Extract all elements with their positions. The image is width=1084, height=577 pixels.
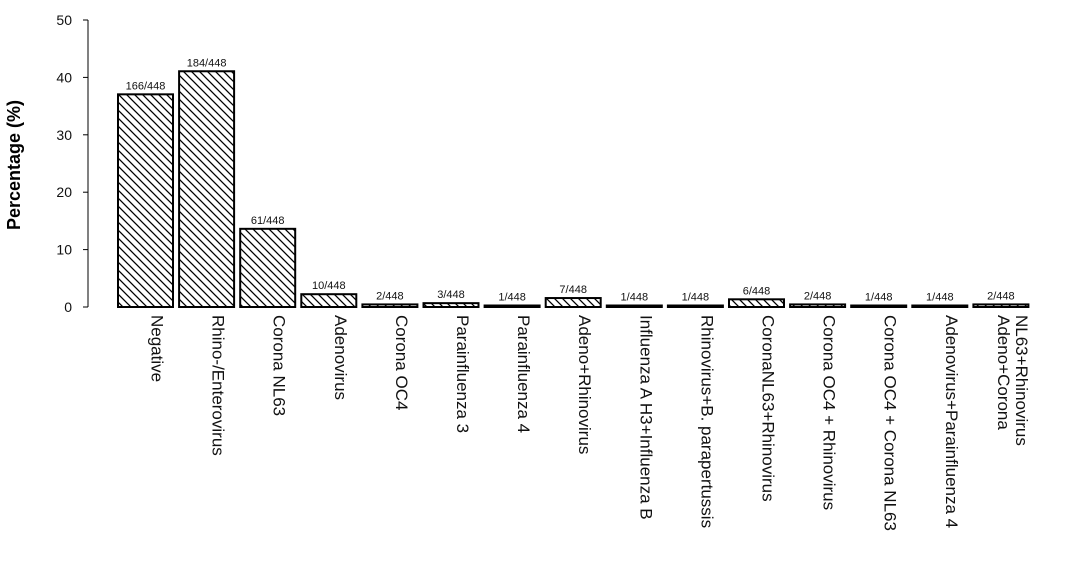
data-label: 184/448 [187,57,227,69]
data-label: 3/448 [437,289,465,301]
bar-11 [728,298,785,309]
data-label: 1/448 [865,292,893,304]
x-category-label: Parainfluenza 3 [453,315,472,433]
data-label: 2/448 [376,290,404,302]
x-tick-label: Adeno+Rhinovirus [575,315,594,454]
bars [117,70,1030,309]
x-tick-label: Adeno+Corona [994,315,1013,430]
data-label: 10/448 [312,280,346,292]
x-category-label: Adenovirus+Parainfluenza 4 [942,315,961,528]
x-tick-label: Rhinovirus+B. parapertussis [697,315,716,528]
data-labels: 166/448 184/448 61/448 10/448 2/448 3/448 1/44… [126,57,1015,303]
x-category-label: Adeno+Corona NL63+Rhinovirus [994,315,1031,446]
x-category-label: Adeno+Rhinovirus [575,315,594,454]
x-tick-label: Parainfluenza 3 [453,315,472,433]
y-tick-label: 40 [56,69,72,85]
bar-7 [483,304,541,308]
x-category-label: Corona NL63 [270,315,289,416]
bar-14 [911,304,969,308]
x-tick-label: CoronaNL63+Rhinovirus [759,315,778,502]
x-category-label: Rhino-/Enterovirus [209,315,228,456]
x-tick-label: Influenza A H3+Influenza B [636,315,655,520]
x-tick-label: Adenovirus+Parainfluenza 4 [942,315,961,528]
y-tick-label: 50 [56,12,72,28]
data-label: 1/448 [926,292,954,304]
x-tick-label: NL63+Rhinovirus [1012,315,1031,446]
x-tick-label: Corona OC4 + Corona NL63 [881,315,900,531]
data-label: 2/448 [804,290,832,302]
bar-10 [666,304,724,308]
y-axis-title: Percentage (%) [4,100,24,230]
bar-9 [605,304,663,308]
x-tick-label: Parainfluenza 4 [514,315,533,433]
x-tick-label: Rhino-/Enterovirus [209,315,228,456]
y-axis: 0 10 20 30 40 50 [56,12,89,315]
bar-13 [850,304,908,308]
data-label: 61/448 [251,215,285,227]
x-category-label: Corona OC4 + Corona NL63 [881,315,900,531]
y-tick-label: 10 [56,242,72,258]
x-category-label: Parainfluenza 4 [514,315,533,433]
x-category-label: Negative [148,315,167,382]
x-tick-label: Negative [148,315,167,382]
y-tick-label: 0 [64,299,72,315]
bar-8 [544,297,602,308]
bar-6 [422,302,480,309]
bar-12 [789,303,847,308]
bar-5 [361,303,419,308]
x-tick-label: Corona NL63 [270,315,289,416]
data-label: 7/448 [559,284,587,296]
data-label: 166/448 [126,80,166,92]
data-label: 6/448 [743,285,771,297]
x-category-label: Rhinovirus+B. parapertussis [697,315,716,528]
bar-3 [239,227,297,308]
bar-2 [178,70,236,309]
x-tick-label: Adenovirus [331,315,350,400]
data-label: 1/448 [621,292,649,304]
bar-15 [972,303,1030,308]
x-tick-label: Corona OC4 [392,315,411,410]
y-tick-label: 20 [56,184,72,200]
y-tick-label: 30 [56,127,72,143]
bar-4 [300,293,358,308]
data-label: 1/448 [498,292,526,304]
x-category-label: Influenza A H3+Influenza B [636,315,655,520]
x-category-label: Corona OC4 [392,315,411,410]
x-category-label: Corona OC4 + Rhinovirus [820,315,839,510]
data-label: 2/448 [987,290,1015,302]
x-axis-labels: Negative Rhino-/Enterovirus Corona NL63 Ade… [148,315,1031,531]
x-category-label: Adenovirus [331,315,350,400]
bar-1 [117,93,174,309]
data-label: 1/448 [682,292,710,304]
x-category-label: CoronaNL63+Rhinovirus [759,315,778,502]
x-tick-label: Corona OC4 + Rhinovirus [820,315,839,510]
